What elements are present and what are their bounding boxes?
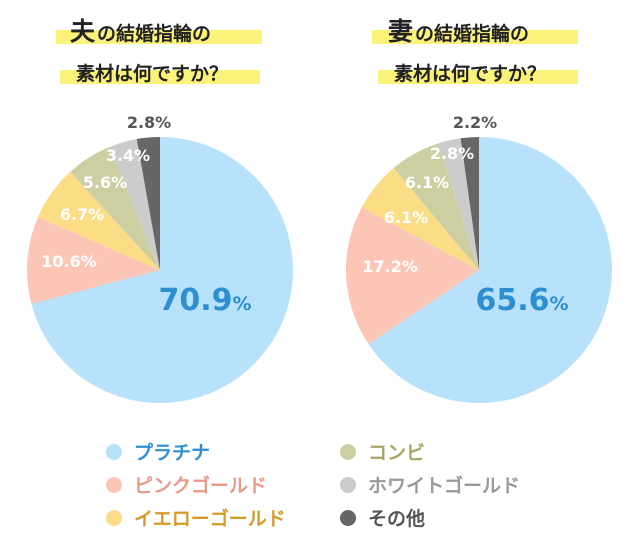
- chart1-title: 夫の結婚指輪の 素材は何ですか？: [56, 17, 262, 85]
- data-label-wife-white-gold: 2.8%: [430, 144, 474, 163]
- chart2-title-line2: 素材は何ですか？: [394, 62, 546, 85]
- legend-item-other: その他: [340, 504, 425, 531]
- data-label-wife-platinum: 65.6%: [475, 283, 568, 318]
- legend-item-pink-gold: ピンクゴールド: [106, 471, 267, 498]
- data-label-wife-pink-gold: 17.2%: [362, 257, 418, 276]
- legend: プラチナ ピンクゴールド イエローゴールド コンビ ホワイトゴールド その他: [0, 428, 640, 538]
- legend-label-other: その他: [368, 508, 426, 530]
- data-label-husband-yellow-gold: 6.7%: [60, 205, 104, 224]
- chart2-title-line1: 妻の結婚指輪の: [388, 17, 529, 46]
- data-label-husband-combi: 5.6%: [83, 173, 127, 192]
- legend-label-platinum: プラチナ: [134, 442, 211, 464]
- slice-wife-white-gold: [437, 138, 479, 270]
- slice-wife-pink-gold: [346, 207, 479, 345]
- legend-label-pink-gold: ピンクゴールド: [134, 475, 268, 497]
- slice-husband-pink-gold: [26, 217, 161, 304]
- legend-item-yellow-gold: イエローゴールド: [106, 504, 286, 531]
- chart2-title-highlight-2: [378, 70, 578, 84]
- slice-husband-combi: [70, 146, 160, 270]
- slice-husband-yellow-gold: [37, 171, 161, 270]
- chart1-title-highlight-2: [60, 70, 260, 84]
- slice-wife-platinum: [368, 137, 612, 403]
- legend-dot-platinum: [106, 443, 122, 460]
- slice-wife-other: [460, 137, 479, 270]
- data-label-wife-combi: 6.1%: [405, 173, 449, 192]
- data-label-husband-other: 2.8%: [127, 113, 171, 132]
- legend-label-combi: コンビ: [368, 442, 426, 464]
- chart2-title-highlight-1: [372, 30, 578, 44]
- slice-wife-combi: [393, 143, 479, 270]
- slice-husband-platinum: [31, 137, 293, 404]
- data-label-husband-platinum: 70.9%: [158, 283, 251, 318]
- slice-wife-yellow-gold: [361, 168, 479, 270]
- chart1-title-line1: 夫の結婚指輪の: [70, 17, 211, 46]
- legend-item-white-gold: ホワイトゴールド: [340, 471, 520, 498]
- slice-husband-other: [136, 137, 160, 270]
- legend-dot-white-gold: [340, 476, 356, 493]
- legend-dot-yellow-gold: [106, 509, 122, 526]
- data-label-wife-yellow-gold: 6.1%: [384, 208, 428, 227]
- charts-canvas: 夫の結婚指輪の 素材は何ですか？ 妻の結婚指輪の 素材は何ですか？ 70.9% 1…: [26, 17, 612, 404]
- pie-chart-wife: 65.6% 17.2% 6.1% 6.1% 2.8% 2.2%: [346, 113, 612, 403]
- slice-husband-white-gold: [109, 139, 160, 270]
- legend-dot-other: [340, 509, 356, 526]
- pie-chart-husband: 70.9% 10.6% 6.7% 5.6% 3.4% 2.8%: [26, 113, 293, 404]
- data-label-husband-pink-gold: 10.6%: [41, 252, 97, 271]
- data-label-wife-other: 2.2%: [453, 113, 497, 132]
- data-label-husband-white-gold: 3.4%: [106, 146, 150, 165]
- legend-item-combi: コンビ: [340, 438, 425, 465]
- chart1-title-line2: 素材は何ですか？: [76, 62, 228, 85]
- chart1-title-highlight-1: [56, 30, 262, 44]
- legend-label-white-gold: ホワイトゴールド: [368, 475, 521, 497]
- chart2-title: 妻の結婚指輪の 素材は何ですか？: [372, 17, 578, 85]
- legend-dot-pink-gold: [106, 476, 122, 493]
- legend-item-platinum: プラチナ: [106, 438, 210, 465]
- legend-dot-combi: [340, 443, 356, 460]
- legend-label-yellow-gold: イエローゴールド: [134, 508, 286, 530]
